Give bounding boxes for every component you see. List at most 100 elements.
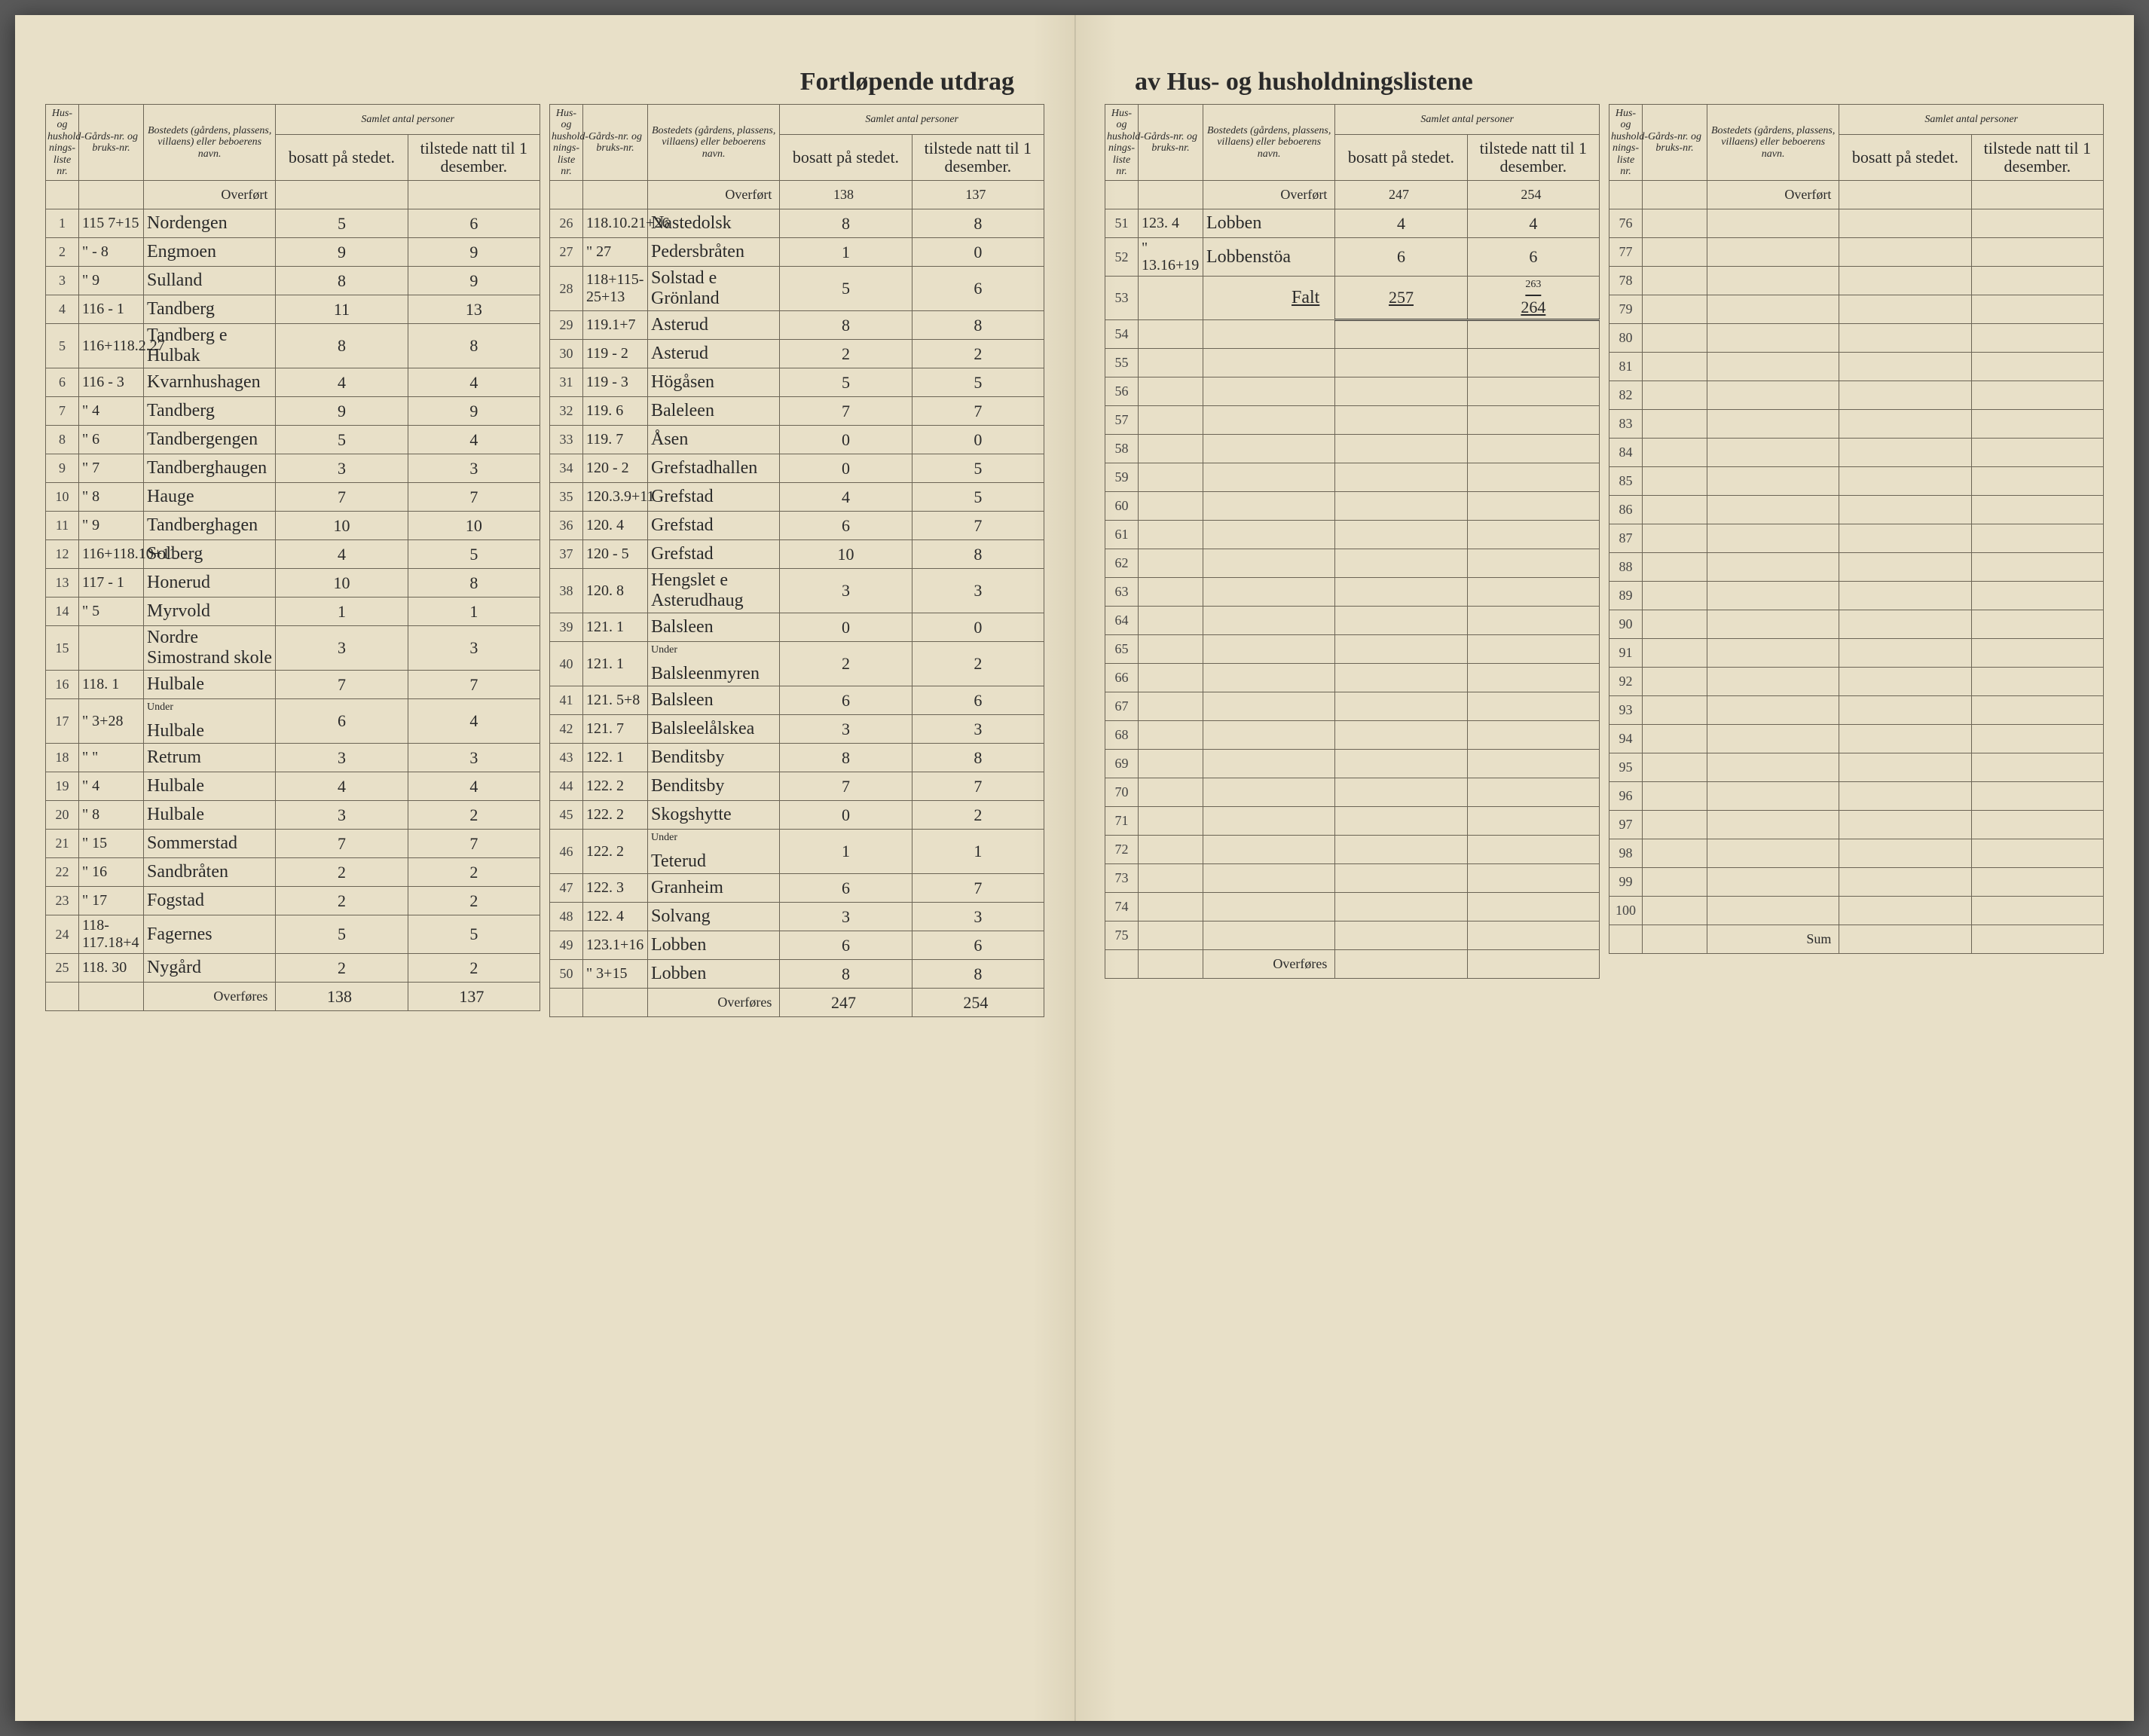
- row-gard: " 8: [79, 483, 144, 512]
- header-tilstede: tilstede natt til 1 desember.: [912, 135, 1044, 181]
- row-tilstede: [1467, 320, 1599, 349]
- row-navn: Falt: [1203, 277, 1335, 320]
- row-bosatt: 6: [780, 931, 912, 960]
- row-gard: " 15: [79, 830, 144, 858]
- row-tilstede: [1467, 836, 1599, 864]
- row-nr: 14: [46, 598, 79, 626]
- row-nr: 5: [46, 324, 79, 368]
- overfores-bosatt: 247: [780, 989, 912, 1017]
- row-bosatt: [1839, 610, 1971, 639]
- row-bosatt: 7: [276, 830, 408, 858]
- row-bosatt: 3: [276, 454, 408, 483]
- row-gard: 122. 1: [583, 744, 648, 772]
- row-gard: [1643, 496, 1707, 524]
- row-gard: 118+115-25+13: [583, 267, 648, 311]
- row-bosatt: 9: [276, 238, 408, 267]
- row-bosatt: 3: [780, 715, 912, 744]
- row-bosatt: [1839, 209, 1971, 238]
- row-gard: [1139, 836, 1203, 864]
- row-bosatt: [1839, 439, 1971, 467]
- row-gard: [1139, 277, 1203, 320]
- row-gard: 121. 7: [583, 715, 648, 744]
- row-bosatt: [1335, 463, 1467, 492]
- row-navn: [1707, 553, 1839, 582]
- row-bosatt: 1: [780, 830, 912, 874]
- row-bosatt: [1335, 349, 1467, 377]
- row-tilstede: [1971, 811, 2103, 839]
- row-nr: 33: [550, 426, 583, 454]
- row-gard: [1139, 492, 1203, 521]
- row-nr: 18: [46, 744, 79, 772]
- row-gard: [1643, 324, 1707, 353]
- row-tilstede: 2: [408, 954, 540, 983]
- row-tilstede: [1971, 610, 2103, 639]
- row-gard: 122. 2: [583, 772, 648, 801]
- row-nr: 93: [1609, 696, 1643, 725]
- row-nr: 74: [1105, 893, 1139, 921]
- row-nr: 81: [1609, 353, 1643, 381]
- row-tilstede: [1467, 778, 1599, 807]
- row-nr: 67: [1105, 692, 1139, 721]
- row-navn: Benditsby: [648, 744, 780, 772]
- row-navn: [1203, 521, 1335, 549]
- row-navn: Balsleelålskea: [648, 715, 780, 744]
- row-navn: [1707, 610, 1839, 639]
- row-bosatt: 5: [276, 426, 408, 454]
- row-nr: 12: [46, 540, 79, 569]
- overfores-label: Overføres: [648, 989, 780, 1017]
- header-samlet: Samlet antal personer: [1839, 105, 2104, 135]
- row-bosatt: 7: [780, 397, 912, 426]
- row-bosatt: [1839, 696, 1971, 725]
- row-navn: Hengslet e Asterudhaug: [648, 569, 780, 613]
- row-gard: [1643, 839, 1707, 868]
- row-tilstede: [1971, 496, 2103, 524]
- row-gard: [1139, 578, 1203, 607]
- row-nr: 98: [1609, 839, 1643, 868]
- row-tilstede: [1467, 721, 1599, 750]
- row-nr: 54: [1105, 320, 1139, 349]
- row-bosatt: 3: [276, 626, 408, 671]
- row-tilstede: [1971, 668, 2103, 696]
- row-navn: [1203, 377, 1335, 406]
- row-bosatt: [1335, 607, 1467, 635]
- row-tilstede: [1467, 893, 1599, 921]
- row-bosatt: 3: [780, 903, 912, 931]
- row-bosatt: 6: [780, 874, 912, 903]
- row-gard: 122. 3: [583, 874, 648, 903]
- row-gard: [1139, 778, 1203, 807]
- row-gard: 116 - 3: [79, 368, 144, 397]
- row-tilstede: [1971, 696, 2103, 725]
- row-bosatt: [1335, 692, 1467, 721]
- row-nr: 36: [550, 512, 583, 540]
- row-tilstede: [1467, 635, 1599, 664]
- ledger-table: Hus- og hushold-nings-liste nr.Gårds-nr.…: [1609, 104, 2104, 954]
- row-tilstede: 7: [912, 512, 1044, 540]
- row-gard: " - 8: [79, 238, 144, 267]
- row-gard: [1643, 209, 1707, 238]
- row-navn: [1707, 410, 1839, 439]
- row-nr: 46: [550, 830, 583, 874]
- row-tilstede: 3: [408, 626, 540, 671]
- row-navn: [1203, 664, 1335, 692]
- row-bosatt: 0: [780, 426, 912, 454]
- row-nr: 83: [1609, 410, 1643, 439]
- row-bosatt: 4: [780, 483, 912, 512]
- row-nr: 45: [550, 801, 583, 830]
- row-nr: 78: [1609, 267, 1643, 295]
- row-gard: [1643, 610, 1707, 639]
- row-gard: 120.3.9+11: [583, 483, 648, 512]
- row-navn: Skogshytte: [648, 801, 780, 830]
- row-bosatt: 2: [276, 887, 408, 915]
- row-tilstede: [1971, 353, 2103, 381]
- row-navn: [1203, 635, 1335, 664]
- row-gard: " 17: [79, 887, 144, 915]
- row-navn: [1203, 721, 1335, 750]
- row-nr: 70: [1105, 778, 1139, 807]
- row-navn: [1707, 524, 1839, 553]
- row-bosatt: 10: [780, 540, 912, 569]
- row-tilstede: 0: [912, 238, 1044, 267]
- row-gard: [1643, 639, 1707, 668]
- row-tilstede: 4: [408, 699, 540, 744]
- row-tilstede: 4: [408, 426, 540, 454]
- row-gard: [1139, 750, 1203, 778]
